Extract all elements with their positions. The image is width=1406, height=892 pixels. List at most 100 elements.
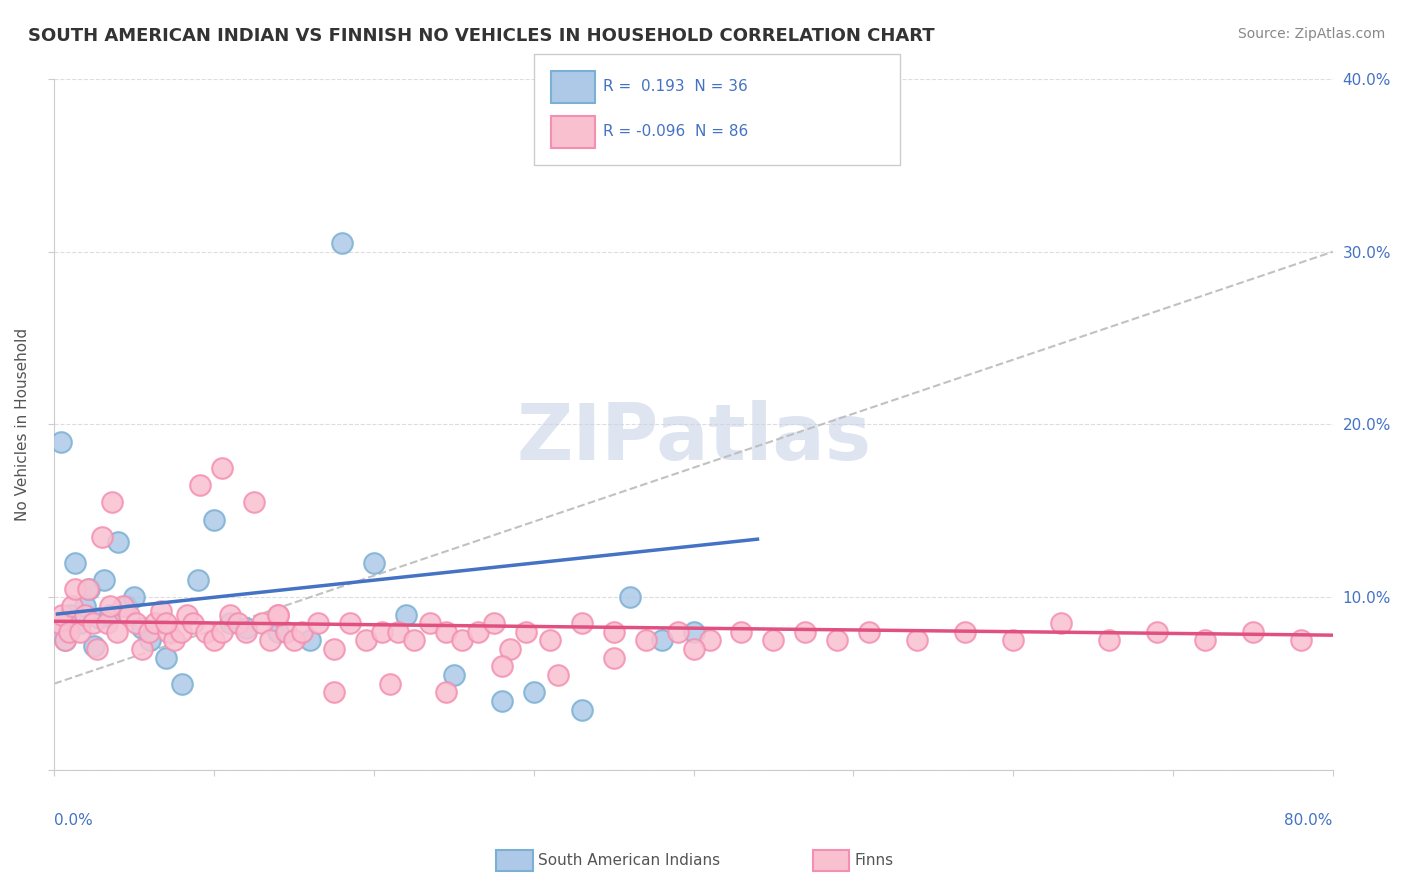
Point (395, 607, 418, 622)
Point (363, 556, 385, 570)
Point (250, 616, 273, 631)
Point (76, 582, 98, 596)
Point (571, 616, 593, 631)
Point (619, 591, 641, 605)
Point (323, 642, 346, 657)
Point (87, 611, 110, 625)
Point (267, 607, 290, 622)
Point (58, 624, 80, 639)
Point (98, 599, 121, 613)
Point (211, 624, 233, 639)
Point (323, 685, 346, 699)
Point (387, 624, 409, 639)
Point (1146, 624, 1168, 639)
Text: Source: ZipAtlas.com: Source: ZipAtlas.com (1237, 27, 1385, 41)
Point (122, 591, 145, 605)
Point (858, 624, 880, 639)
Point (202, 633, 225, 648)
Point (101, 495, 124, 509)
Point (69, 624, 91, 639)
Point (131, 621, 153, 635)
Point (419, 616, 441, 631)
Point (450, 633, 472, 648)
Point (139, 633, 162, 648)
Point (63, 582, 86, 596)
Point (131, 642, 153, 657)
Point (111, 599, 134, 613)
Point (482, 616, 505, 631)
Point (46, 624, 69, 639)
Point (298, 633, 321, 648)
Point (226, 616, 249, 631)
Point (402, 633, 425, 648)
Point (371, 624, 394, 639)
Point (434, 685, 457, 699)
Point (187, 573, 209, 587)
Point (1002, 633, 1025, 648)
Point (354, 633, 377, 648)
Point (291, 624, 314, 639)
Point (73, 599, 96, 613)
Point (107, 535, 129, 549)
Point (307, 616, 329, 631)
Point (93, 573, 115, 587)
Point (125, 616, 148, 631)
Point (51, 607, 73, 622)
Text: Finns: Finns (855, 854, 894, 868)
Point (118, 607, 141, 622)
Point (155, 616, 177, 631)
Point (699, 633, 721, 648)
Point (1098, 633, 1121, 648)
Point (172, 676, 194, 690)
Point (55, 633, 77, 648)
Point (48, 616, 70, 631)
Point (105, 624, 128, 639)
Text: R =  0.193  N = 36: R = 0.193 N = 36 (603, 79, 748, 94)
Point (378, 676, 401, 690)
Point (143, 616, 166, 631)
Point (195, 624, 218, 639)
Point (183, 616, 205, 631)
Point (156, 624, 179, 639)
Point (138, 624, 160, 639)
Point (953, 624, 976, 639)
Point (491, 659, 513, 673)
Point (1289, 633, 1312, 648)
Y-axis label: No Vehicles in Household: No Vehicles in Household (15, 328, 30, 521)
Point (55, 633, 77, 648)
Point (219, 607, 242, 622)
Point (163, 633, 186, 648)
Point (571, 702, 593, 716)
Point (259, 633, 281, 648)
Point (491, 694, 513, 708)
Point (515, 624, 537, 639)
Point (905, 633, 928, 648)
Point (682, 624, 704, 639)
Point (274, 624, 297, 639)
Point (747, 98, 769, 112)
Point (283, 633, 305, 648)
Point (1241, 624, 1264, 639)
Point (499, 642, 522, 657)
Point (523, 685, 546, 699)
Point (115, 599, 138, 613)
Point (49, 434, 72, 449)
Point (827, 633, 849, 648)
Point (235, 624, 257, 639)
Point (682, 642, 704, 657)
Text: R = -0.096  N = 86: R = -0.096 N = 86 (603, 124, 748, 138)
Point (63, 556, 86, 570)
Point (634, 633, 657, 648)
Point (538, 633, 561, 648)
Point (155, 650, 177, 665)
Point (339, 616, 361, 631)
Point (188, 478, 211, 492)
Point (60, 599, 83, 613)
Point (150, 604, 173, 618)
Point (330, 236, 353, 251)
Point (547, 668, 569, 682)
Point (176, 607, 198, 622)
Point (602, 650, 624, 665)
Text: ZIPatlas: ZIPatlas (516, 401, 872, 476)
Point (98, 607, 121, 622)
